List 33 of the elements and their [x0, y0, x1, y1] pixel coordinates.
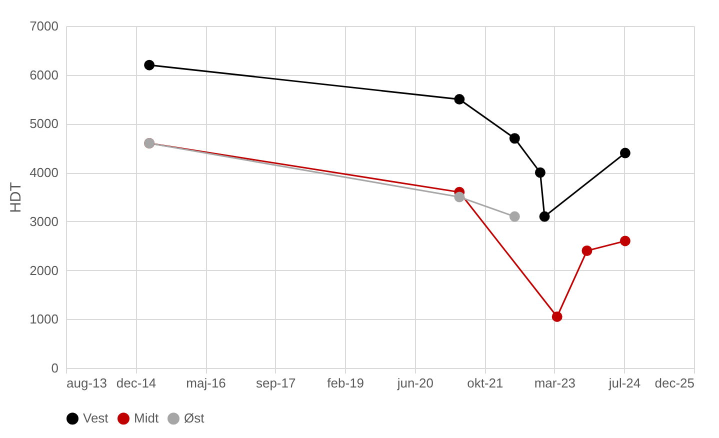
y-tick-label: 2000	[30, 262, 58, 278]
x-tick-label: okt-21	[467, 376, 504, 390]
point	[582, 246, 592, 256]
point	[509, 211, 520, 222]
y-tick-label: 0	[51, 360, 58, 376]
x-tick-label: sep-17	[256, 376, 296, 390]
point	[454, 94, 465, 105]
point	[454, 192, 465, 202]
legend-label: Øst	[184, 410, 205, 426]
y-tick-label: 1000	[30, 312, 58, 327]
y-tick-label: 5000	[30, 116, 58, 132]
x-tick-label: maj-16	[186, 376, 226, 390]
point	[620, 236, 630, 246]
legend-label: Midt	[134, 410, 159, 426]
y-tick-label: 7000	[30, 18, 58, 34]
x-tick-label: mar-23	[534, 376, 576, 390]
point	[144, 60, 155, 70]
x-tick-label: jun-20	[396, 376, 434, 390]
y-axis-title: HDT	[8, 182, 25, 213]
x-tick-label: feb-19	[327, 376, 364, 390]
legend-label: Vest	[83, 410, 109, 426]
x-tick-label: jul-24	[608, 376, 641, 390]
point	[552, 311, 562, 322]
point	[509, 133, 520, 144]
point	[620, 148, 630, 158]
point	[534, 167, 546, 178]
x-tick-label: dec-25	[654, 376, 694, 390]
point	[539, 211, 550, 222]
x-tick-label: aug-13	[66, 376, 107, 390]
y-tick-label: 3000	[30, 214, 58, 229]
y-tick-label: 6000	[30, 67, 58, 82]
y-tick-label: 4000	[30, 165, 58, 180]
x-tick-label: dec-14	[116, 376, 156, 390]
